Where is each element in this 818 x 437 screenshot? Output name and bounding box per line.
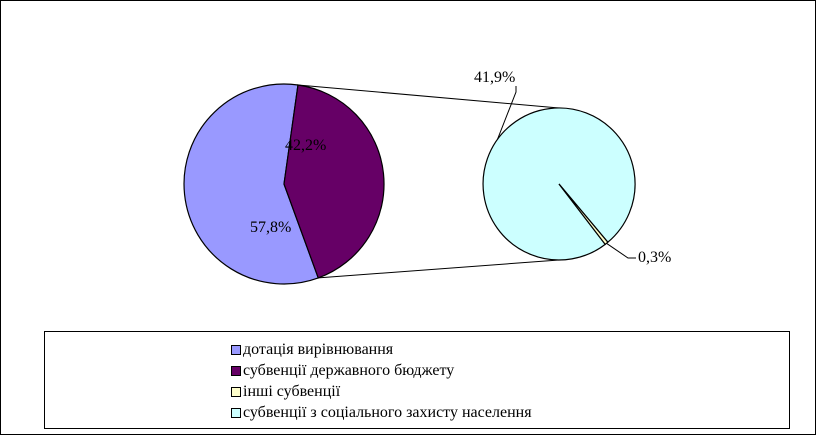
connector-line-top — [297, 84, 560, 109]
legend-label: дотація вирівнювання — [243, 340, 394, 358]
legend-swatch — [231, 344, 241, 355]
legend-items: дотація вирівнювання субвенції державног… — [231, 339, 532, 423]
leader-line-sotsialnyi-zakhyst — [497, 86, 517, 140]
legend-swatch — [231, 407, 241, 418]
data-label-inshi-subventsii: 0,3% — [638, 249, 671, 266]
leader-line-inshi-subventsii — [606, 242, 636, 259]
slice-dotatsiia — [183, 83, 320, 285]
legend-item: субвенції з соціального захисту населенн… — [231, 402, 532, 423]
connector-line-bottom — [318, 259, 560, 279]
main-pie — [183, 83, 385, 285]
legend-label: субвенції державного бюджету — [243, 361, 455, 379]
legend: дотація вирівнювання субвенції державног… — [44, 331, 790, 429]
pie-of-pie-chart: 57,8% 42,2% 41,9% 0,3% — [183, 69, 671, 285]
data-label-dotatsiia: 57,8% — [250, 219, 291, 236]
legend-item: субвенції державного бюджету — [231, 360, 532, 381]
data-label-sotsialnyi-zakhyst: 41,9% — [474, 69, 515, 86]
legend-item: дотація вирівнювання — [231, 339, 532, 360]
connector-lines — [297, 84, 560, 279]
legend-swatch — [231, 386, 241, 397]
secondary-pie — [482, 107, 636, 261]
legend-item: інші субвенції — [231, 381, 532, 402]
data-labels: 57,8% 42,2% 41,9% 0,3% — [250, 69, 671, 266]
data-label-subventsii: 42,2% — [285, 137, 326, 154]
legend-swatch — [231, 365, 241, 376]
slice-subventsii — [283, 84, 385, 279]
legend-label: інші субвенції — [243, 382, 341, 400]
legend-label: субвенції з соціального захисту населенн… — [243, 403, 532, 421]
